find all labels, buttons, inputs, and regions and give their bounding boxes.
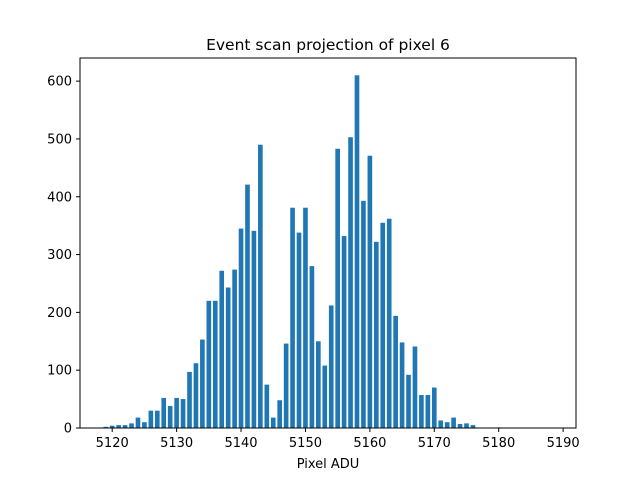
histogram-bar <box>212 300 218 428</box>
y-tick-label: 100 <box>47 364 72 379</box>
histogram-bar <box>341 236 347 428</box>
y-tick-label: 300 <box>47 248 72 263</box>
histogram-bar <box>470 425 476 428</box>
histogram-bar <box>161 397 167 428</box>
histogram-bar <box>457 423 463 428</box>
histogram-bar <box>438 420 444 428</box>
histogram-bar <box>464 423 469 429</box>
chart-title: Event scan projection of pixel 6 <box>206 36 450 54</box>
histogram-bar <box>238 228 244 428</box>
x-tick-label: 5190 <box>547 436 580 451</box>
histogram-bar <box>103 426 109 428</box>
histogram-bar <box>380 222 386 428</box>
x-tick-label: 5170 <box>418 436 451 451</box>
histogram-bar <box>412 346 418 428</box>
histogram-bar <box>296 232 302 428</box>
histogram-bar <box>444 422 450 428</box>
histogram-bar <box>264 384 270 428</box>
histogram-bar <box>122 425 128 428</box>
histogram-bar <box>245 184 250 428</box>
histogram-bar <box>419 395 424 428</box>
histogram-bar <box>425 395 431 428</box>
histogram-bar <box>129 423 134 429</box>
histogram-bar <box>290 207 295 428</box>
histogram-bar <box>373 241 379 428</box>
histogram-bar <box>277 400 283 428</box>
histogram-bar <box>406 374 411 428</box>
histogram-bar <box>258 144 263 428</box>
histogram-bar <box>180 399 186 428</box>
x-tick-label: 5180 <box>482 436 515 451</box>
x-tick-label: 5160 <box>353 436 386 451</box>
histogram-bar <box>335 148 340 428</box>
histogram-bar <box>354 75 360 428</box>
histogram-bar <box>283 343 289 428</box>
histogram-bar <box>303 207 308 428</box>
histogram-bar <box>193 363 199 428</box>
histogram-bar <box>361 200 366 428</box>
histogram-bar <box>393 315 398 428</box>
histogram-bar <box>154 410 160 428</box>
histogram-bar <box>206 300 212 428</box>
histogram-bar <box>116 425 121 428</box>
histogram-bar <box>109 425 115 428</box>
bar-series <box>103 75 502 429</box>
x-tick-label: 5150 <box>289 436 322 451</box>
y-axis-ticks: 0 100 200 300 400 500 600 <box>47 75 80 437</box>
x-axis-label: Pixel ADU <box>297 457 360 472</box>
histogram-bar <box>309 266 315 429</box>
x-tick-label: 5130 <box>160 436 193 451</box>
histogram-bar <box>399 342 405 428</box>
histogram-bar <box>167 406 173 428</box>
histogram-bar <box>219 270 225 428</box>
histogram-bar <box>367 155 373 428</box>
histogram-bar <box>135 417 141 428</box>
histogram-bar <box>200 339 205 428</box>
histogram-bar <box>225 287 231 428</box>
histogram-bar <box>348 137 353 428</box>
histogram-bar <box>142 422 147 428</box>
histogram-bar <box>187 371 192 428</box>
histogram-bar <box>316 341 321 428</box>
x-tick-label: 5140 <box>224 436 257 451</box>
y-tick-label: 600 <box>47 75 72 90</box>
y-tick-label: 0 <box>64 422 72 437</box>
plot-frame <box>79 57 577 429</box>
x-tick-label: 5120 <box>96 436 129 451</box>
histogram-bar <box>148 410 154 428</box>
histogram-bar <box>451 417 456 428</box>
histogram-bar <box>232 269 237 428</box>
histogram-bar <box>328 305 334 428</box>
histogram-bar <box>322 365 328 428</box>
y-tick-label: 500 <box>47 132 72 147</box>
histogram-bar <box>386 218 392 428</box>
y-tick-label: 200 <box>47 306 72 321</box>
histogram-bar <box>251 230 257 428</box>
histogram-bar <box>431 387 437 428</box>
histogram-bar <box>270 417 276 428</box>
x-axis-ticks: 5120 5130 5140 5150 5160 5170 5180 5190 <box>96 428 580 451</box>
histogram-bar <box>174 397 179 428</box>
y-tick-label: 400 <box>47 190 72 205</box>
